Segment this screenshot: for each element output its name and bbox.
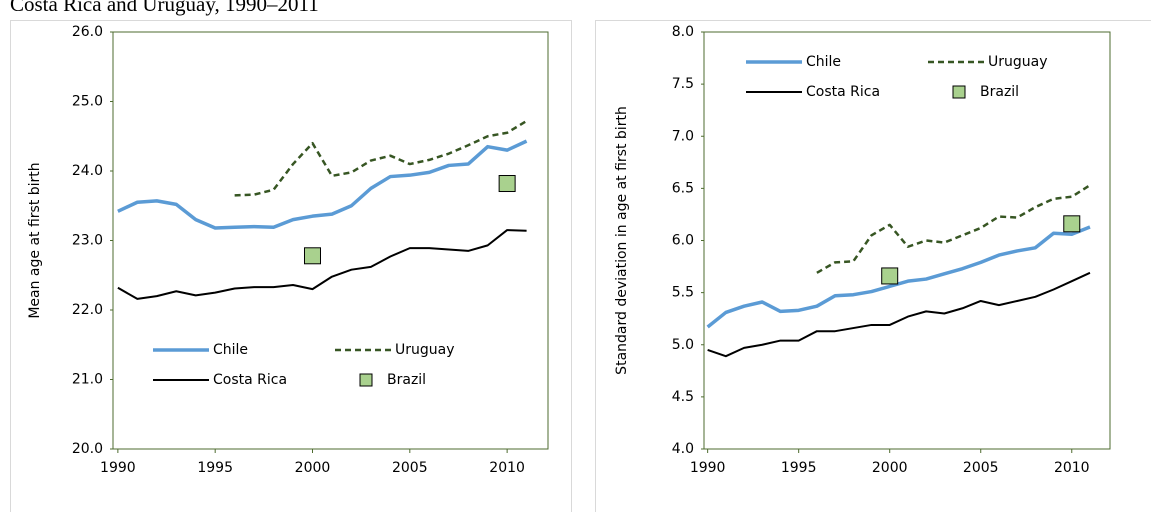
- legend-label: Costa Rica: [213, 372, 287, 388]
- legend-label: Costa Rica: [806, 84, 880, 100]
- y-tick-label: 7.5: [672, 76, 694, 92]
- x-tick-label: 2010: [489, 460, 525, 476]
- y-axis-label: Standard deviation in age at first birth: [614, 106, 630, 375]
- legend-marker: [360, 374, 372, 386]
- series-line: [118, 230, 527, 299]
- figure-title: Costa Rica and Uruguay, 1990–2011: [10, 0, 319, 16]
- y-tick-label: 5.5: [672, 285, 694, 301]
- y-tick-label: 25.0: [72, 94, 103, 110]
- x-tick-label: 1995: [781, 460, 817, 476]
- marker: [499, 176, 515, 192]
- marker: [304, 248, 320, 264]
- y-tick-label: 8.0: [672, 24, 694, 40]
- legend-label: Uruguay: [395, 342, 455, 358]
- y-tick-label: 6.5: [672, 180, 694, 196]
- y-tick-label: 4.5: [672, 389, 694, 405]
- y-tick-label: 24.0: [72, 163, 103, 179]
- x-tick-label: 2005: [963, 460, 999, 476]
- x-tick-label: 2000: [295, 460, 331, 476]
- series-line: [817, 185, 1090, 273]
- legend-label: Uruguay: [988, 54, 1048, 70]
- y-tick-label: 26.0: [72, 24, 103, 40]
- x-tick-label: 1990: [690, 460, 726, 476]
- y-tick-label: 7.0: [672, 128, 694, 144]
- y-tick-label: 20.0: [72, 441, 103, 457]
- series-line: [118, 141, 527, 228]
- y-tick-label: 23.0: [72, 233, 103, 249]
- x-tick-label: 2005: [392, 460, 428, 476]
- plot-area: [704, 32, 1110, 449]
- x-tick-label: 1995: [197, 460, 233, 476]
- y-tick-label: 22.0: [72, 302, 103, 318]
- legend-label: Brazil: [387, 372, 426, 388]
- legend-label: Chile: [806, 54, 841, 70]
- x-tick-label: 2010: [1054, 460, 1090, 476]
- y-tick-label: 6.0: [672, 233, 694, 249]
- y-axis-label: Mean age at first birth: [27, 162, 43, 318]
- legend-marker: [953, 86, 965, 98]
- legend-label: Chile: [213, 342, 248, 358]
- marker: [1064, 216, 1080, 232]
- plot-area: [113, 32, 548, 449]
- legend-label: Brazil: [980, 84, 1019, 100]
- x-tick-label: 2000: [872, 460, 908, 476]
- series-line: [708, 227, 1090, 327]
- marker: [882, 268, 898, 284]
- y-tick-label: 21.0: [72, 372, 103, 388]
- y-tick-label: 4.0: [672, 441, 694, 457]
- x-tick-label: 1990: [100, 460, 136, 476]
- y-tick-label: 5.0: [672, 337, 694, 353]
